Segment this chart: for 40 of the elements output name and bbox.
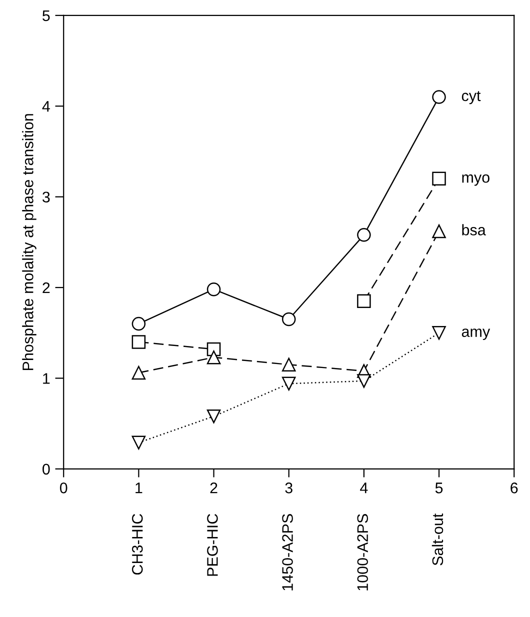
point [432, 224, 446, 238]
text: PEG-HIC [207, 514, 218, 576]
series-label: myo [462, 174, 490, 186]
y-tick-label: 2 [42, 282, 50, 294]
point [132, 366, 146, 380]
point [282, 312, 296, 326]
point [432, 326, 446, 340]
point [206, 282, 221, 296]
text: CH3-HIC [132, 514, 143, 575]
x-tick-label: 3 [285, 482, 292, 494]
point [132, 335, 146, 349]
series-label: amy [462, 328, 490, 340]
point [432, 90, 446, 104]
point [357, 374, 371, 388]
y-tick-label: 5 [42, 10, 50, 22]
y-tick-label: 3 [42, 192, 50, 203]
series-label: cyt [462, 91, 481, 104]
point [282, 358, 296, 372]
x-tick-label: 5 [435, 482, 443, 494]
x-tick-label: 6 [510, 482, 518, 494]
point [132, 436, 146, 450]
y-axis-title: Phosphate molality at phase transition [22, 114, 36, 370]
point [357, 294, 371, 308]
y-tick-label: 1 [43, 373, 50, 384]
point [206, 350, 221, 364]
text: Salt-out [432, 513, 444, 566]
y-tick-label: 4 [42, 101, 50, 112]
text: 1000-A2PS [357, 514, 368, 590]
x-tick-label: 1 [136, 482, 142, 494]
point [132, 316, 146, 331]
point [206, 409, 221, 424]
x-tick-label: 4 [360, 482, 368, 494]
y-tick-label: 0 [42, 464, 50, 475]
series-label: bsa [462, 224, 486, 236]
text: 1450-A2PS [282, 514, 293, 590]
point [357, 228, 371, 242]
point [282, 376, 296, 391]
x-tick-label: 2 [210, 482, 218, 494]
point [432, 172, 446, 186]
x-tick-label: 0 [60, 482, 68, 494]
